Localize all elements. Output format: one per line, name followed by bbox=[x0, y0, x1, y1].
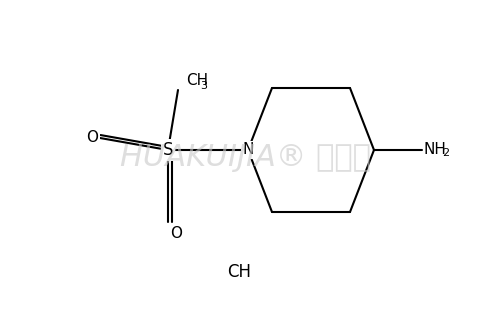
Text: O: O bbox=[86, 131, 98, 145]
Text: NH: NH bbox=[424, 143, 447, 157]
Text: O: O bbox=[170, 226, 182, 241]
Text: S: S bbox=[163, 141, 173, 159]
Text: CH: CH bbox=[227, 263, 251, 281]
Text: 2: 2 bbox=[442, 148, 449, 158]
Text: HUAKUIJIA® 化学加: HUAKUIJIA® 化学加 bbox=[120, 143, 370, 173]
Text: 3: 3 bbox=[200, 81, 207, 91]
Text: CH: CH bbox=[186, 73, 208, 88]
Text: N: N bbox=[242, 143, 254, 157]
